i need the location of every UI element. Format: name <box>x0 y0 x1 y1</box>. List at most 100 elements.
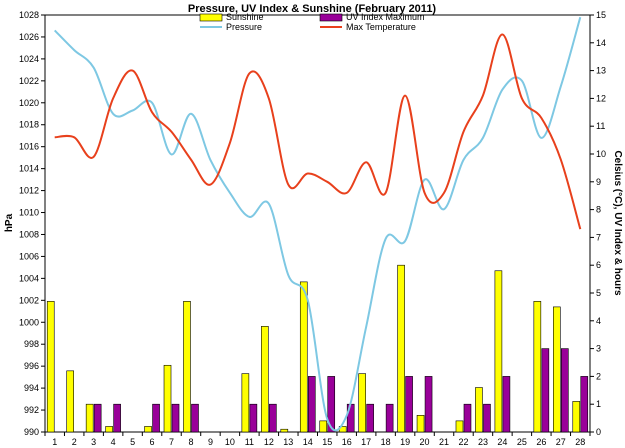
bar-sunshine-23 <box>475 387 483 433</box>
right-tick-label: 3 <box>596 344 601 354</box>
bar-sunshine-3 <box>85 403 94 433</box>
left-tick-label: 994 <box>24 383 39 393</box>
x-tick-label: 15 <box>322 437 332 447</box>
x-tick-label: 6 <box>150 437 155 447</box>
x-tick-label: 27 <box>556 437 566 447</box>
x-tick-label: 19 <box>400 437 410 447</box>
left-tick-label: 1002 <box>19 295 39 305</box>
x-tick-label: 3 <box>91 437 96 447</box>
bar-uv-index-maximum-15 <box>327 376 336 433</box>
bar-sunshine-20 <box>416 415 425 433</box>
x-tick-label: 20 <box>420 437 430 447</box>
right-tick-label: 9 <box>596 177 601 187</box>
left-tick-label: 1004 <box>19 273 39 283</box>
bar-uv-index-maximum-27 <box>561 348 569 433</box>
legend-label-uv-index-maximum: UV Index Maximum <box>346 12 425 22</box>
x-tick-label: 9 <box>208 437 213 447</box>
bar-uv-index-maximum-23 <box>483 403 491 433</box>
bar-sunshine-7 <box>163 364 172 433</box>
x-tick-label: 22 <box>458 437 468 447</box>
left-tick-label: 1012 <box>19 186 39 196</box>
right-tick-label: 2 <box>596 371 601 381</box>
right-tick-label: 4 <box>596 316 601 326</box>
left-tick-label: 1024 <box>19 54 39 64</box>
bar-uv-index-maximum-20 <box>424 376 433 433</box>
legend-label-max-temperature: Max Temperature <box>346 22 416 32</box>
bars-layer <box>46 264 589 433</box>
bar-uv-index-maximum-26 <box>541 348 550 433</box>
bar-uv-index-maximum-7 <box>171 403 180 433</box>
bar-sunshine-19 <box>397 264 405 433</box>
left-axis-title: hPa <box>4 213 15 232</box>
bar-uv-index-maximum-24 <box>502 376 511 433</box>
lines-layer <box>53 16 582 432</box>
bar-uv-index-maximum-3 <box>93 403 102 433</box>
legend-label-sunshine: Sunshine <box>226 12 264 22</box>
bar-uv-index-maximum-6 <box>152 403 160 433</box>
plot-area <box>44 14 591 433</box>
bar-uv-index-maximum-18 <box>385 403 394 433</box>
left-tick-label: 1010 <box>19 208 39 218</box>
left-tick-label: 1026 <box>19 32 39 42</box>
right-tick-label: 12 <box>596 93 606 103</box>
line-max-temperature <box>54 33 582 230</box>
bar-uv-index-maximum-4 <box>113 403 121 433</box>
left-tick-label: 1020 <box>19 98 39 108</box>
left-tick-label: 1028 <box>19 10 39 20</box>
x-tick-label: 4 <box>111 437 116 447</box>
bar-sunshine-26 <box>533 301 542 433</box>
x-tick-label: 18 <box>381 437 391 447</box>
left-tick-label: 1018 <box>19 120 39 130</box>
legend-swatch-uv-index-maximum <box>319 13 343 22</box>
bar-sunshine-27 <box>553 306 561 433</box>
left-tick-label: 990 <box>24 427 39 437</box>
x-tick-label: 8 <box>188 437 193 447</box>
x-tick-label: 1 <box>52 437 57 447</box>
axes-layer: 9909929949969981000100210041006100810101… <box>19 10 606 447</box>
x-tick-label: 28 <box>575 437 585 447</box>
bar-uv-index-maximum-14 <box>307 376 316 433</box>
bar-sunshine-8 <box>183 301 191 433</box>
right-tick-label: 1 <box>596 399 601 409</box>
legend: Sunshine UV Index Maximum Pressure Max Temp… <box>199 12 425 32</box>
bar-sunshine-1 <box>46 301 55 433</box>
left-tick-label: 1008 <box>19 229 39 239</box>
bar-uv-index-maximum-12 <box>269 403 277 433</box>
x-tick-label: 25 <box>517 437 527 447</box>
right-tick-label: 14 <box>596 38 606 48</box>
bar-sunshine-14 <box>299 281 308 433</box>
bar-sunshine-28 <box>572 401 581 433</box>
bar-sunshine-22 <box>455 420 464 433</box>
x-tick-label: 2 <box>72 437 77 447</box>
right-tick-label: 11 <box>596 121 605 131</box>
left-tick-label: 1006 <box>19 251 39 261</box>
bar-sunshine-6 <box>144 426 152 433</box>
bar-sunshine-13 <box>280 428 289 433</box>
legend-label-pressure: Pressure <box>226 22 262 32</box>
legend-swatch-sunshine <box>199 13 223 22</box>
bar-sunshine-24 <box>494 270 503 433</box>
right-axis-title: Celsius (°C), UV Index & hours <box>612 150 623 296</box>
x-tick-label: 17 <box>361 437 371 447</box>
x-tick-label: 11 <box>245 437 254 447</box>
left-tick-label: 996 <box>24 361 39 371</box>
left-tick-label: 1016 <box>19 142 39 152</box>
chart-title: Pressure, UV Index & Sunshine (February … <box>188 3 437 15</box>
bar-uv-index-maximum-17 <box>366 403 374 433</box>
bar-sunshine-11 <box>241 373 250 433</box>
right-tick-label: 13 <box>596 66 606 76</box>
left-tick-label: 1000 <box>19 317 39 327</box>
right-tick-label: 10 <box>596 149 606 159</box>
bar-uv-index-maximum-19 <box>405 376 413 433</box>
right-tick-label: 0 <box>596 427 601 437</box>
bar-sunshine-12 <box>261 326 269 433</box>
x-tick-label: 10 <box>225 437 235 447</box>
bar-uv-index-maximum-11 <box>249 403 258 433</box>
bar-sunshine-17 <box>358 373 366 433</box>
x-tick-label: 21 <box>439 437 449 447</box>
bar-uv-index-maximum-8 <box>191 403 199 433</box>
right-tick-label: 5 <box>596 288 601 298</box>
bar-sunshine-4 <box>105 426 113 433</box>
x-tick-label: 23 <box>478 437 488 447</box>
